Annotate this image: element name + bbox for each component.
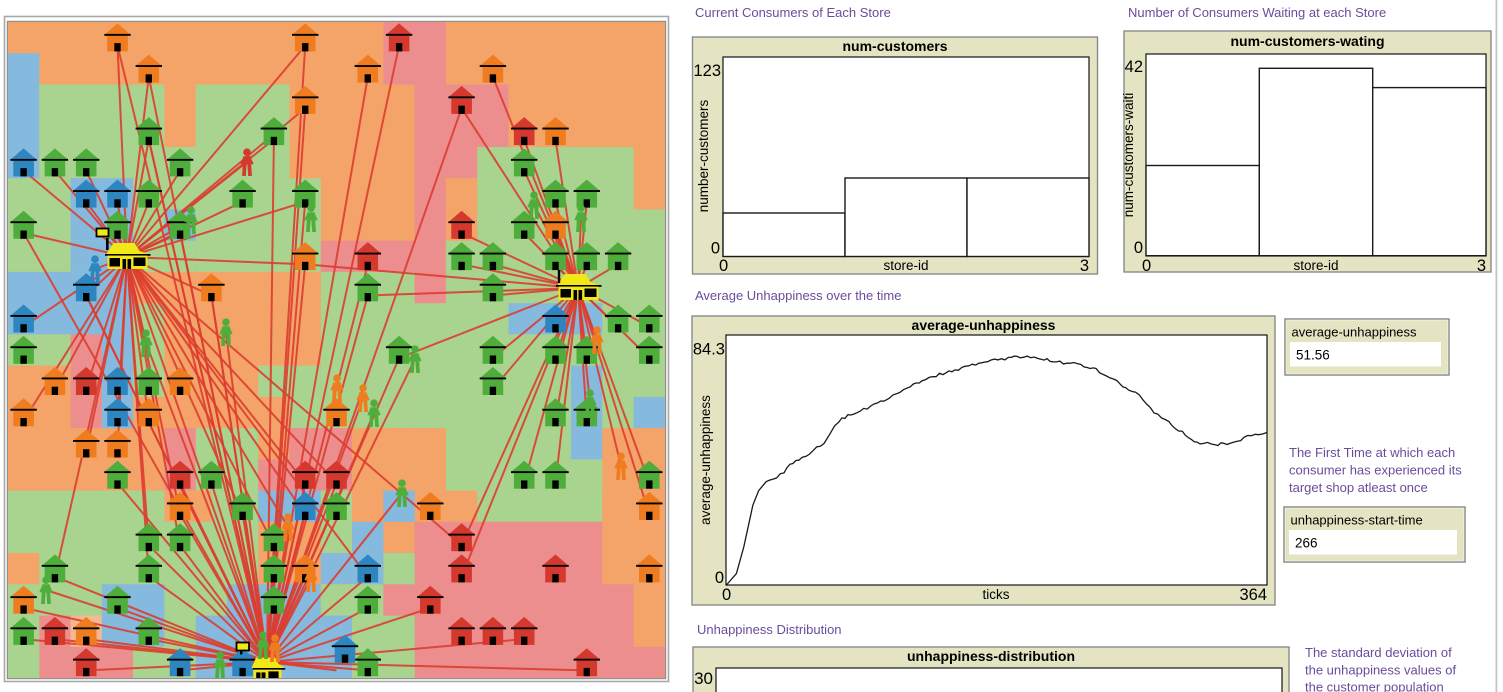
svg-text:average-unhappiness: average-unhappiness	[912, 317, 1056, 333]
svg-text:Average Unhappiness over the t: Average Unhappiness over the time	[695, 288, 901, 303]
svg-text:average-unhappiness: average-unhappiness	[698, 395, 713, 525]
svg-text:target shop atleast once: target shop atleast once	[1289, 480, 1428, 495]
svg-text:42: 42	[1125, 58, 1143, 76]
svg-text:number-customers: number-customers	[696, 99, 711, 212]
svg-text:average-unhappiness: average-unhappiness	[1292, 325, 1418, 340]
svg-text:0: 0	[1142, 257, 1151, 275]
svg-text:3: 3	[1477, 257, 1486, 275]
svg-text:30: 30	[694, 669, 713, 688]
svg-text:Unhappiness Distribution: Unhappiness Distribution	[697, 622, 842, 637]
svg-text:0: 0	[715, 569, 724, 587]
svg-text:The standard deviation of: The standard deviation of	[1305, 645, 1452, 660]
svg-text:0: 0	[719, 257, 728, 275]
svg-text:0: 0	[1134, 239, 1143, 257]
svg-text:consumer has experienced its: consumer has experienced its	[1289, 463, 1462, 478]
svg-text:266: 266	[1295, 536, 1318, 551]
svg-text:num-customers: num-customers	[842, 38, 947, 54]
svg-text:51.56: 51.56	[1296, 348, 1330, 363]
svg-text:364: 364	[1239, 586, 1267, 604]
svg-text:0: 0	[722, 586, 731, 604]
svg-text:0: 0	[711, 240, 720, 258]
svg-text:store-id: store-id	[883, 258, 928, 273]
svg-text:3: 3	[1080, 257, 1089, 275]
svg-text:The First Time at which each: The First Time at which each	[1289, 445, 1455, 460]
svg-text:84.3: 84.3	[693, 341, 725, 359]
svg-text:the customer population: the customer population	[1305, 680, 1444, 692]
svg-text:the unhappiness values of: the unhappiness values of	[1305, 663, 1456, 678]
svg-text:store-id: store-id	[1293, 258, 1338, 273]
svg-text:unhappiness-start-time: unhappiness-start-time	[1291, 513, 1423, 528]
svg-text:Number of Consumers Waiting at: Number of Consumers Waiting at each Stor…	[1128, 5, 1386, 20]
svg-text:num-customers-waiti: num-customers-waiti	[1121, 93, 1136, 218]
svg-text:ticks: ticks	[983, 587, 1010, 602]
svg-text:num-customers-wating: num-customers-wating	[1230, 33, 1384, 49]
svg-text:123: 123	[693, 62, 721, 80]
svg-text:unhappiness-distribution: unhappiness-distribution	[907, 648, 1075, 664]
svg-text:Current Consumers of Each Stor: Current Consumers of Each Store	[695, 5, 891, 20]
